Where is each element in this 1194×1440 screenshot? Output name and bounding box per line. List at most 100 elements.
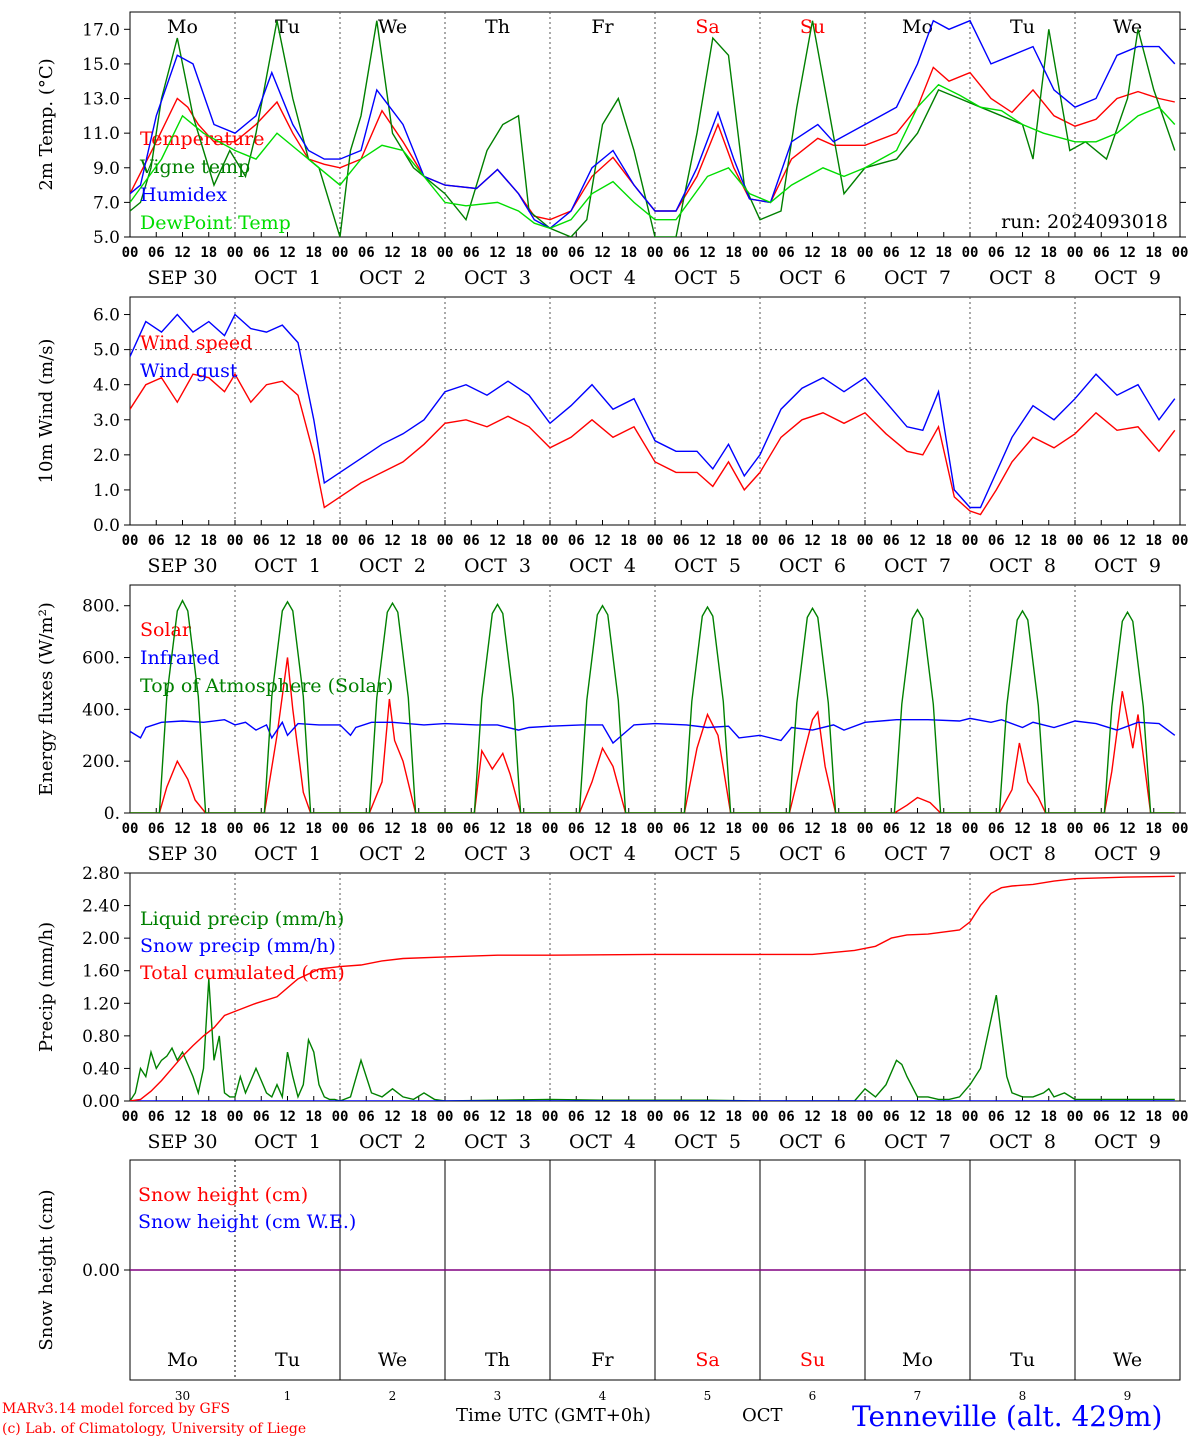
hour-tick-label: 00 [962, 821, 979, 837]
date-label: OCT 5 [674, 267, 741, 289]
series-line-dewpoint-temp [130, 83, 1176, 230]
hour-tick-label: 00 [437, 821, 454, 837]
hour-tick-label: 18 [725, 1109, 742, 1125]
day-name-label: Tu [1010, 16, 1035, 38]
hour-tick-label: 12 [909, 821, 926, 837]
date-label: OCT 7 [884, 1131, 951, 1153]
hour-tick-label: 00 [1067, 245, 1084, 261]
model-credit: MARv3.14 model forced by GFS (c) Lab. of… [2, 1399, 306, 1439]
date-label: OCT 1 [254, 843, 321, 865]
y-tick-label: 1.20 [82, 994, 120, 1014]
hour-tick-label: 06 [463, 1109, 480, 1125]
hour-tick-label: 12 [594, 245, 611, 261]
y-tick-label: 0.0 [93, 516, 120, 536]
date-label: OCT 8 [989, 555, 1056, 577]
hour-tick-label: 00 [752, 821, 769, 837]
hour-tick-label: 00 [542, 533, 559, 549]
hour-tick-label: 18 [620, 1109, 637, 1125]
y-tick-label: 0. [104, 804, 120, 824]
date-label: OCT 2 [359, 555, 426, 577]
legend-entry: Vigne temp [139, 156, 250, 178]
station-title: Tenneville (alt. 429m) [852, 1400, 1163, 1433]
hour-tick-label: 12 [279, 1109, 296, 1125]
y-tick-label: 3.0 [93, 411, 120, 431]
hour-tick-label: 06 [778, 245, 795, 261]
hour-tick-label: 00 [437, 533, 454, 549]
hour-tick-label: 18 [830, 533, 847, 549]
y-tick-label: 0.40 [82, 1059, 120, 1079]
hour-tick-label: 00 [647, 245, 664, 261]
date-label: SEP 30 [148, 555, 218, 577]
hour-tick-label: 18 [515, 245, 532, 261]
y-tick-label: 800. [82, 597, 120, 617]
day-name-label: Su [800, 16, 825, 38]
date-label: SEP 30 [148, 843, 218, 865]
hour-tick-label: 00 [437, 245, 454, 261]
hour-tick-label: 12 [384, 821, 401, 837]
hour-tick-label: 00 [332, 533, 349, 549]
series-line-total-cumulated-cm- [130, 875, 1175, 1101]
hour-tick-label: 06 [673, 245, 690, 261]
y-tick-label: 17.0 [82, 20, 120, 40]
day-name-label: Mo [167, 16, 198, 38]
hour-tick-label: 00 [227, 821, 244, 837]
day-name-label: Mo [167, 1349, 198, 1371]
series-line-liquid-precip-mm-h- [130, 978, 1175, 1101]
hour-tick-label: 06 [988, 533, 1005, 549]
hour-tick-label: 06 [463, 245, 480, 261]
legend-entry: Snow height (cm) [138, 1184, 308, 1206]
y-tick-label: 5.0 [93, 341, 120, 361]
hour-tick-label: 12 [489, 533, 506, 549]
hour-tick-label: 00 [332, 821, 349, 837]
hour-tick-label: 12 [1119, 245, 1136, 261]
date-label: OCT 3 [464, 843, 531, 865]
hour-tick-label: 06 [883, 533, 900, 549]
hour-tick-label: 06 [463, 821, 480, 837]
hour-tick-label: 06 [673, 533, 690, 549]
hour-tick-label: 00 [227, 533, 244, 549]
date-label: OCT 9 [1094, 843, 1161, 865]
hour-tick-label: 12 [489, 821, 506, 837]
hour-tick-label: 00 [332, 245, 349, 261]
date-label: OCT 6 [779, 555, 846, 577]
day-name-label: Fr [591, 1349, 614, 1371]
hour-tick-label: 00 [1172, 245, 1189, 261]
hour-tick-label: 12 [594, 533, 611, 549]
hour-tick-label: 00 [857, 1109, 874, 1125]
y-tick-label: 5.0 [93, 228, 120, 248]
lab-line: (c) Lab. of Climatology, University of L… [2, 1421, 307, 1437]
date-label: OCT 9 [1094, 267, 1161, 289]
day-name-label: We [378, 1349, 407, 1371]
hour-tick-label: 00 [647, 821, 664, 837]
hour-tick-label: 18 [1145, 533, 1162, 549]
day-number-label: 9 [1124, 1389, 1132, 1403]
hour-tick-label: 12 [174, 245, 191, 261]
hour-tick-label: 00 [122, 1109, 139, 1125]
hour-tick-label: 06 [988, 1109, 1005, 1125]
hour-tick-label: 18 [830, 821, 847, 837]
series-line-wind-speed [130, 372, 1176, 516]
hour-tick-label: 06 [1093, 1109, 1110, 1125]
date-label: OCT 5 [674, 1131, 741, 1153]
hour-tick-label: 12 [909, 533, 926, 549]
y-tick-label: 4.0 [93, 376, 120, 396]
hour-tick-label: 00 [752, 245, 769, 261]
date-label: OCT 7 [884, 267, 951, 289]
day-number-label: 1 [284, 1389, 292, 1403]
hour-tick-label: 06 [883, 245, 900, 261]
hour-tick-label: 00 [962, 1109, 979, 1125]
hour-tick-label: 12 [1014, 245, 1031, 261]
legend-entry: Liquid precip (mm/h) [140, 908, 344, 930]
day-number-label: 5 [704, 1389, 712, 1403]
y-axis-label: Precip (mm/h) [36, 922, 57, 1052]
hour-tick-label: 18 [1145, 821, 1162, 837]
y-tick-label: 2.00 [82, 929, 120, 949]
hour-tick-label: 06 [673, 1109, 690, 1125]
y-tick-label: 600. [82, 649, 120, 669]
hour-tick-label: 12 [594, 821, 611, 837]
day-name-label: We [1113, 16, 1142, 38]
date-label: OCT 2 [359, 267, 426, 289]
hour-tick-label: 00 [647, 1109, 664, 1125]
date-label: OCT 4 [569, 267, 636, 289]
